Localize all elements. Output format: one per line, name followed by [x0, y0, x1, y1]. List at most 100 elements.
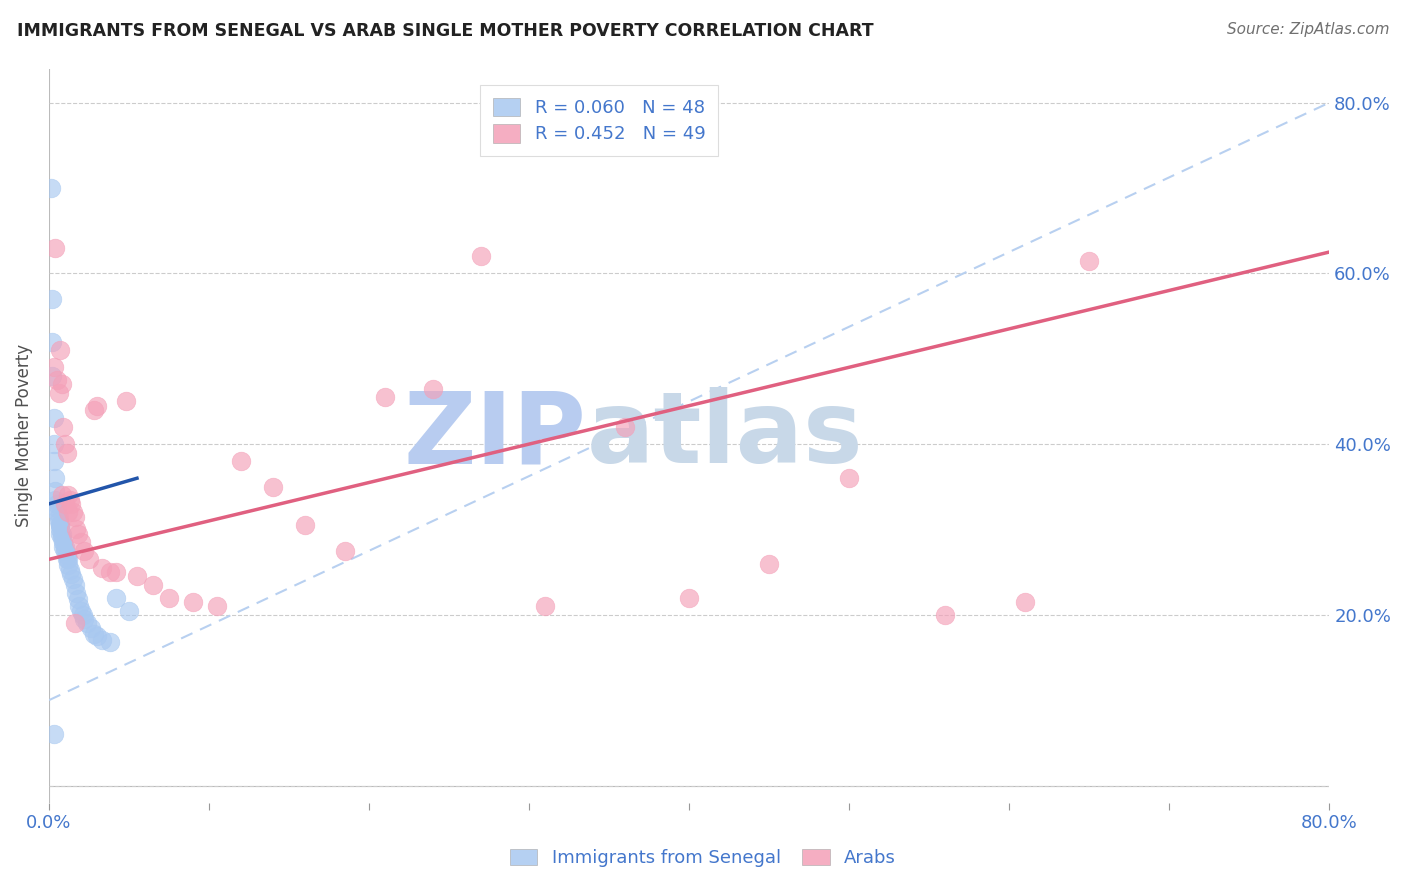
Text: IMMIGRANTS FROM SENEGAL VS ARAB SINGLE MOTHER POVERTY CORRELATION CHART: IMMIGRANTS FROM SENEGAL VS ARAB SINGLE M… — [17, 22, 873, 40]
Point — [294, 518, 316, 533]
Point — [59, 492, 82, 507]
Point — [66, 592, 89, 607]
Point — [67, 599, 90, 614]
Point — [56, 558, 79, 573]
Point — [44, 492, 66, 507]
Point — [53, 543, 76, 558]
Point — [44, 483, 66, 498]
Point — [262, 480, 284, 494]
Point — [44, 471, 66, 485]
Point — [49, 526, 72, 541]
Point — [48, 385, 70, 400]
Point — [229, 454, 252, 468]
Y-axis label: Single Mother Poverty: Single Mother Poverty — [15, 344, 32, 527]
Point — [114, 394, 136, 409]
Point — [73, 612, 96, 626]
Point — [42, 360, 65, 375]
Point — [51, 531, 73, 545]
Point — [65, 586, 87, 600]
Point — [142, 578, 165, 592]
Point — [105, 591, 128, 605]
Point — [46, 505, 69, 519]
Point — [98, 565, 121, 579]
Point — [49, 343, 72, 358]
Point — [60, 566, 83, 581]
Point — [90, 561, 112, 575]
Point — [42, 454, 65, 468]
Point — [422, 382, 444, 396]
Point — [42, 411, 65, 425]
Point — [614, 420, 637, 434]
Point — [46, 501, 69, 516]
Point — [105, 565, 128, 579]
Point — [41, 368, 63, 383]
Point — [60, 497, 83, 511]
Point — [51, 488, 73, 502]
Point — [44, 241, 66, 255]
Point — [49, 518, 72, 533]
Point — [55, 548, 77, 562]
Point — [49, 518, 72, 533]
Point — [63, 616, 86, 631]
Point — [42, 727, 65, 741]
Point — [70, 603, 93, 617]
Point — [70, 535, 93, 549]
Point — [55, 552, 77, 566]
Point — [41, 292, 63, 306]
Point — [41, 334, 63, 349]
Point — [83, 403, 105, 417]
Point — [53, 540, 76, 554]
Point — [838, 471, 860, 485]
Point — [76, 616, 98, 631]
Point — [63, 509, 86, 524]
Point — [52, 420, 75, 434]
Point — [46, 373, 69, 387]
Point — [118, 603, 141, 617]
Legend: R = 0.060   N = 48, R = 0.452   N = 49: R = 0.060 N = 48, R = 0.452 N = 49 — [481, 85, 718, 156]
Point — [125, 569, 148, 583]
Point — [56, 552, 79, 566]
Point — [55, 445, 77, 459]
Point — [98, 635, 121, 649]
Point — [86, 629, 108, 643]
Point — [90, 633, 112, 648]
Point — [79, 621, 101, 635]
Point — [42, 437, 65, 451]
Point — [59, 563, 82, 577]
Text: ZIP: ZIP — [404, 387, 586, 484]
Point — [62, 505, 84, 519]
Point — [52, 535, 75, 549]
Point — [51, 526, 73, 541]
Point — [48, 514, 70, 528]
Point — [77, 552, 100, 566]
Point — [65, 523, 87, 537]
Point — [73, 543, 96, 558]
Text: atlas: atlas — [586, 387, 863, 484]
Point — [56, 488, 79, 502]
Point — [46, 497, 69, 511]
Point — [83, 626, 105, 640]
Point — [374, 390, 396, 404]
Point — [63, 578, 86, 592]
Legend: Immigrants from Senegal, Arabs: Immigrants from Senegal, Arabs — [503, 841, 903, 874]
Point — [934, 607, 956, 622]
Point — [48, 509, 70, 524]
Point — [53, 497, 76, 511]
Point — [205, 599, 228, 614]
Point — [72, 607, 94, 622]
Point — [1078, 253, 1101, 268]
Point — [534, 599, 557, 614]
Text: Source: ZipAtlas.com: Source: ZipAtlas.com — [1226, 22, 1389, 37]
Point — [181, 595, 204, 609]
Point — [678, 591, 700, 605]
Point — [56, 505, 79, 519]
Point — [51, 377, 73, 392]
Point — [1014, 595, 1036, 609]
Point — [49, 523, 72, 537]
Point — [66, 526, 89, 541]
Point — [157, 591, 180, 605]
Point — [52, 540, 75, 554]
Point — [53, 437, 76, 451]
Point — [333, 543, 356, 558]
Point — [86, 399, 108, 413]
